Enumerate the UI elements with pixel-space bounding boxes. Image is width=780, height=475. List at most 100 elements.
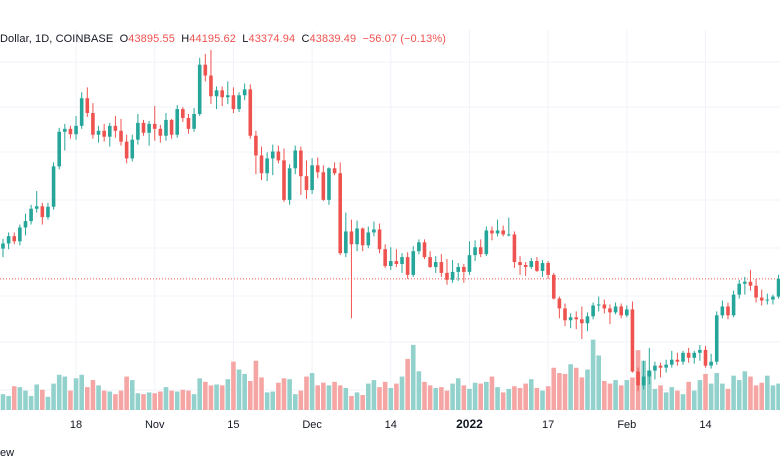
volume-bar-60 [337, 385, 343, 410]
volume-bar-9 [51, 383, 56, 410]
volume-bar-20 [113, 394, 118, 410]
candle-body-96 [540, 263, 545, 271]
volume-bar-51 [287, 379, 292, 410]
volume-bar-58 [326, 385, 332, 410]
candle-body-84 [473, 247, 477, 256]
candle-108 [608, 304, 612, 325]
candle-body-94 [529, 261, 534, 267]
volume-bar-26 [146, 392, 152, 410]
candle-61 [344, 212, 348, 258]
volume-bar-48 [270, 391, 276, 410]
volume-bar-24 [135, 393, 141, 410]
volume-bar-70 [394, 383, 399, 410]
volume-bar-84 [472, 382, 478, 410]
candle-12 [68, 125, 73, 139]
candle-25 [141, 119, 146, 136]
candle-127 [714, 311, 719, 365]
candle-98 [551, 272, 556, 300]
candle-7 [40, 202, 45, 225]
volume-bar-67 [377, 387, 382, 410]
candle-45 [254, 130, 258, 175]
candle-47 [265, 152, 269, 182]
candle-body-73 [411, 251, 416, 275]
candle-81 [456, 263, 461, 281]
candle-88 [495, 219, 500, 237]
volume-bar-121 [680, 394, 686, 410]
candle-119 [669, 350, 674, 368]
candle-body-108 [608, 308, 612, 313]
volume-bar-122 [686, 381, 691, 410]
candle-body-26 [147, 123, 151, 133]
candle-93 [523, 262, 528, 276]
candle-body-80 [450, 271, 455, 280]
candle-68 [383, 244, 387, 268]
volume-bar-42 [236, 369, 242, 410]
candle-3 [18, 224, 22, 246]
volume-bar-69 [388, 388, 394, 410]
volume-bar-68 [382, 381, 388, 410]
candle-body-5 [29, 208, 33, 222]
volume-bar-59 [332, 381, 337, 410]
candle-78 [439, 254, 444, 277]
candle-body-34 [192, 114, 196, 129]
x-tick-label-7: Feb [617, 419, 636, 431]
volume-bar-11 [62, 376, 68, 410]
candle-body-82 [462, 266, 466, 272]
x-tick-label-3: Dec [302, 419, 322, 431]
candle-120 [675, 352, 680, 366]
volume-bar-124 [697, 380, 703, 410]
candle-62 [349, 219, 354, 319]
volume-bar-83 [467, 388, 472, 410]
candle-16 [91, 103, 95, 139]
candle-6 [34, 190, 39, 213]
candle-43 [242, 83, 247, 101]
grid-lines [0, 30, 780, 412]
candle-33 [186, 114, 191, 134]
candle-70 [394, 249, 399, 267]
candle-body-72 [405, 257, 410, 275]
x-tick-label-5: 2022 [456, 417, 483, 431]
volume-bar-71 [399, 376, 405, 410]
candle-body-53 [299, 150, 303, 177]
candle-body-129 [726, 306, 730, 316]
volume-bar-112 [630, 377, 635, 410]
candle-35 [197, 57, 202, 116]
candle-body-44 [248, 89, 253, 136]
volume-bar-33 [186, 390, 191, 410]
volume-bar-117 [658, 385, 663, 410]
volume-bar-54 [304, 376, 309, 410]
candle-8 [46, 202, 50, 220]
volume-bar-72 [405, 358, 410, 410]
candle-125 [703, 345, 708, 368]
candle-body-41 [231, 95, 236, 110]
volume-bar-111 [624, 380, 630, 410]
candle-123 [692, 350, 697, 364]
candle-body-67 [377, 229, 382, 250]
candle-14 [79, 92, 84, 129]
volume-bar-100 [562, 373, 568, 410]
volume-bar-13 [73, 378, 79, 410]
candle-55 [310, 158, 314, 194]
candle-75 [422, 239, 427, 260]
candle-15 [85, 87, 90, 117]
volume-bar-104 [585, 369, 590, 410]
volume-bar-31 [174, 391, 180, 410]
candle-137 [771, 294, 775, 305]
volume-bars [0, 339, 780, 410]
candlesticks [1, 49, 780, 392]
candle-body-7 [40, 206, 45, 218]
candle-body-87 [490, 230, 494, 234]
candle-84 [473, 240, 477, 262]
candle-body-138 [776, 278, 780, 297]
candle-65 [366, 226, 371, 249]
volume-bar-89 [500, 392, 506, 410]
candle-132 [743, 276, 747, 295]
volume-bar-4 [23, 390, 28, 410]
volume-bar-32 [180, 389, 186, 410]
candle-body-35 [197, 64, 202, 115]
candle-29 [164, 113, 168, 141]
candle-90 [507, 217, 511, 237]
volume-bar-52 [292, 394, 298, 410]
